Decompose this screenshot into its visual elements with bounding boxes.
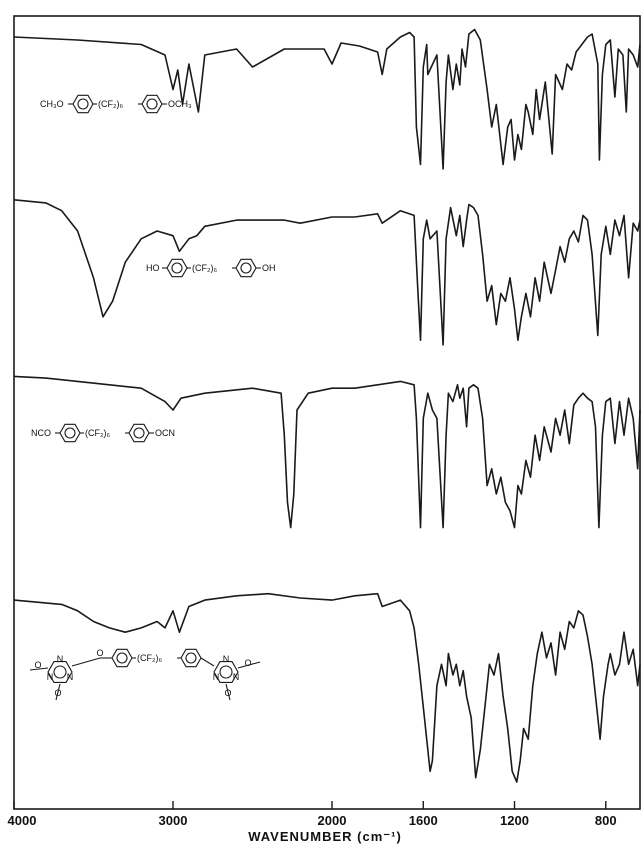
structure-4-triazine-right-icon [213,661,239,683]
structure-4-o-3: O [54,688,61,698]
structure-1-left-group: CH₃O [40,99,64,109]
structure-4-right-arm [237,661,261,669]
spectrum-line-1 [13,28,641,170]
structure-4-ether-right [200,657,215,667]
structure-4-triazine-right-icon-aromatic [219,665,233,679]
x-axis: 4000 3000 2000 1600 1200 800 [8,801,617,828]
structure-4-n-6: N [233,672,240,682]
structure-1-ring-2-icon [141,94,163,114]
structure-4-ring-1-icon [111,648,133,668]
structure-4-n-5: N [213,672,220,682]
spectrum-line-3 [13,375,641,529]
structure-2-right-group: OH [262,263,276,273]
structure-4-left-down [55,683,61,701]
structure-4-ring-2-icon [180,648,202,668]
structure-4-o-4: O [244,658,251,668]
structure-4-ether-left [71,657,101,667]
x-tick-label-800: 800 [595,813,617,828]
plot-frame [13,15,641,810]
structure-2-ring-2-icon [235,258,257,278]
structure-1-right-group: OCH₃ [168,99,192,109]
structure-3-ring-1-icon-aromatic [64,427,76,439]
spectra-layer [13,28,641,783]
spectrum-line-2 [13,199,641,346]
structure-3-linker: (CF₂)₆ [85,428,110,438]
x-tick-label-4000: 4000 [8,813,37,828]
structure-4-n-3: N [67,672,74,682]
x-tick-label-1600: 1600 [409,813,438,828]
structure-2-ring-2-icon-aromatic [240,262,252,274]
structure-labels-layer: CH₃O (CF₂)₆ OCH₃ HO (CF₂)₆ OH NCO (CF₂)₆ OCN (CF₂… [29,94,276,701]
structure-4-linker: (CF₂)₆ [137,653,162,663]
structure-4-right-down [225,683,231,701]
x-tick-label-3000: 3000 [159,813,188,828]
structure-4-n-4: N [223,654,230,664]
structure-1-ring-1-icon-aromatic [77,98,89,110]
x-axis-title: WAVENUMBER (cm⁻¹) [248,829,402,844]
structure-4-n-1: N [57,654,64,664]
structure-4-triazine-left-icon-aromatic [53,665,67,679]
x-tick-label-1200: 1200 [500,813,529,828]
structure-4-o-5: O [224,688,231,698]
structure-4-n-2: N [47,672,54,682]
structure-3-left-group: NCO [31,428,51,438]
structure-4-ring-2-icon-aromatic [185,652,197,664]
structure-4-left-arm [29,667,49,671]
x-tick-label-2000: 2000 [318,813,347,828]
structure-1-ring-2-icon-aromatic [146,98,158,110]
structure-3-ring-2-icon [128,423,150,443]
structure-2-ring-1-icon-aromatic [171,262,183,274]
structure-2-linker: (CF₂)₆ [192,263,217,273]
structure-4-o-1: O [96,648,103,658]
structure-4-o-2: O [34,660,41,670]
structure-2-ring-1-icon [166,258,188,278]
structure-4-ring-1-icon-aromatic [116,652,128,664]
structure-3-ring-1-icon [59,423,81,443]
structure-2-left-group: HO [146,263,160,273]
structure-1-ring-1-icon [72,94,94,114]
structure-1-linker: (CF₂)₆ [98,99,123,109]
structure-3-right-group: OCN [155,428,175,438]
structure-3-ring-2-icon-aromatic [133,427,145,439]
structure-4-triazine-left-icon [47,661,73,683]
spectrum-line-4 [13,592,641,783]
